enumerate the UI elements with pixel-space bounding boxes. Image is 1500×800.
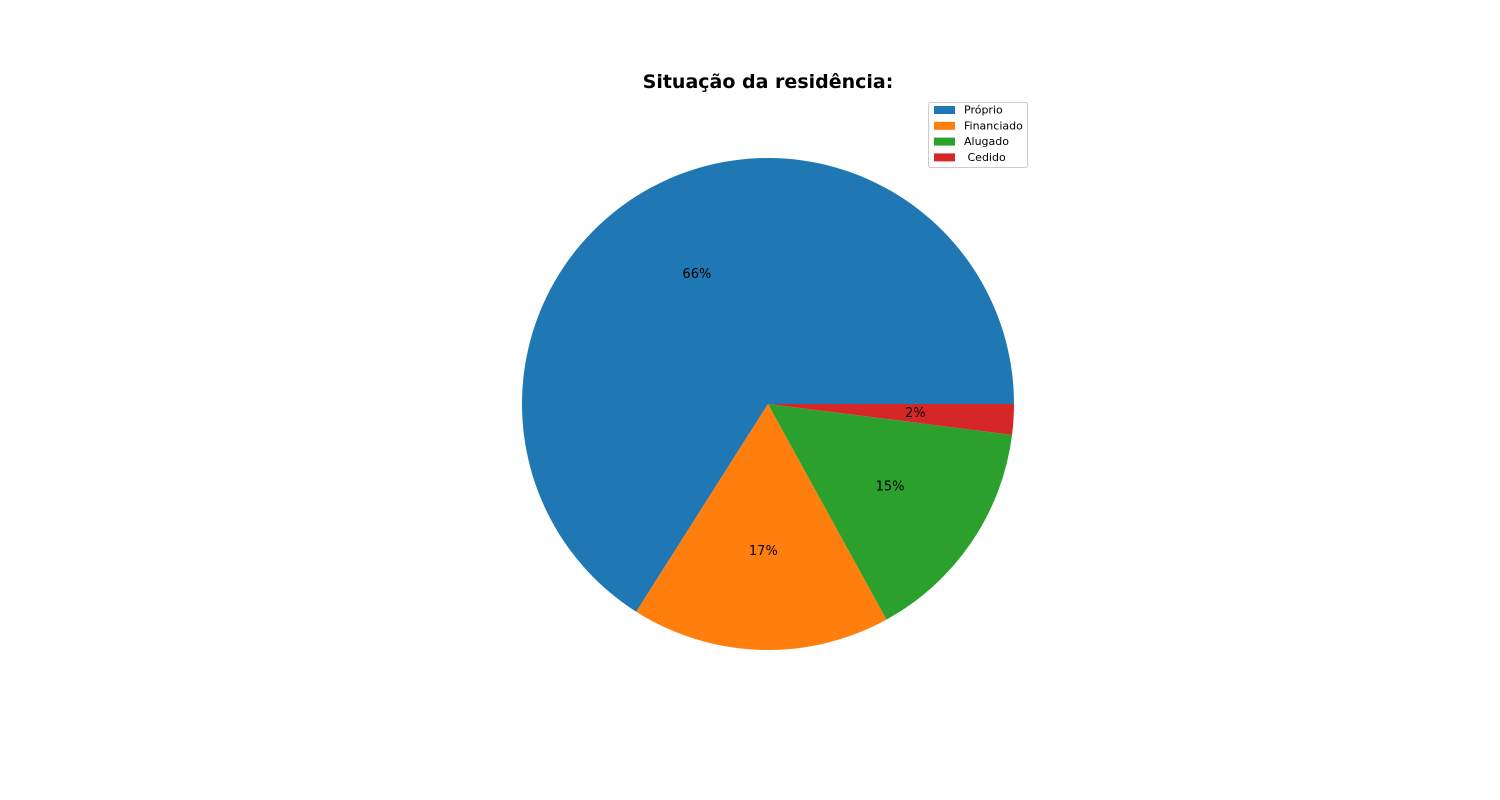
legend-label-alugado: Alugado (964, 135, 1009, 148)
percent-label-financiado: 17% (749, 544, 778, 559)
legend-items: Próprio Financiado Alugado Cedido (934, 104, 1023, 164)
pie-slice-financiado (636, 404, 887, 650)
pie-slice-proprio (521, 157, 1014, 612)
pie-slice-cedido (768, 404, 1014, 435)
legend-label-cedido: Cedido (964, 151, 1006, 164)
legend-swatch-cedido (934, 153, 955, 162)
legend-label-proprio: Próprio (964, 104, 1003, 117)
legend: Próprio Financiado Alugado Cedido (928, 102, 1028, 168)
pie-slice-alugado (768, 404, 1013, 620)
legend-swatch-proprio (934, 106, 955, 114)
percent-label-proprio: 66% (682, 267, 711, 282)
legend-frame (928, 102, 1028, 168)
percent-label-alugado: 15% (876, 479, 905, 494)
legend-label-financiado: Financiado (964, 119, 1023, 132)
chart-title: Situação da residência: (643, 71, 894, 93)
pie-slices (521, 157, 1014, 650)
legend-swatch-alugado (934, 137, 955, 146)
legend-swatch-financiado (934, 121, 955, 130)
percent-label-cedido: 2% (905, 406, 926, 421)
pie-percent-labels: 66% 17% 15% 2% (682, 267, 925, 559)
